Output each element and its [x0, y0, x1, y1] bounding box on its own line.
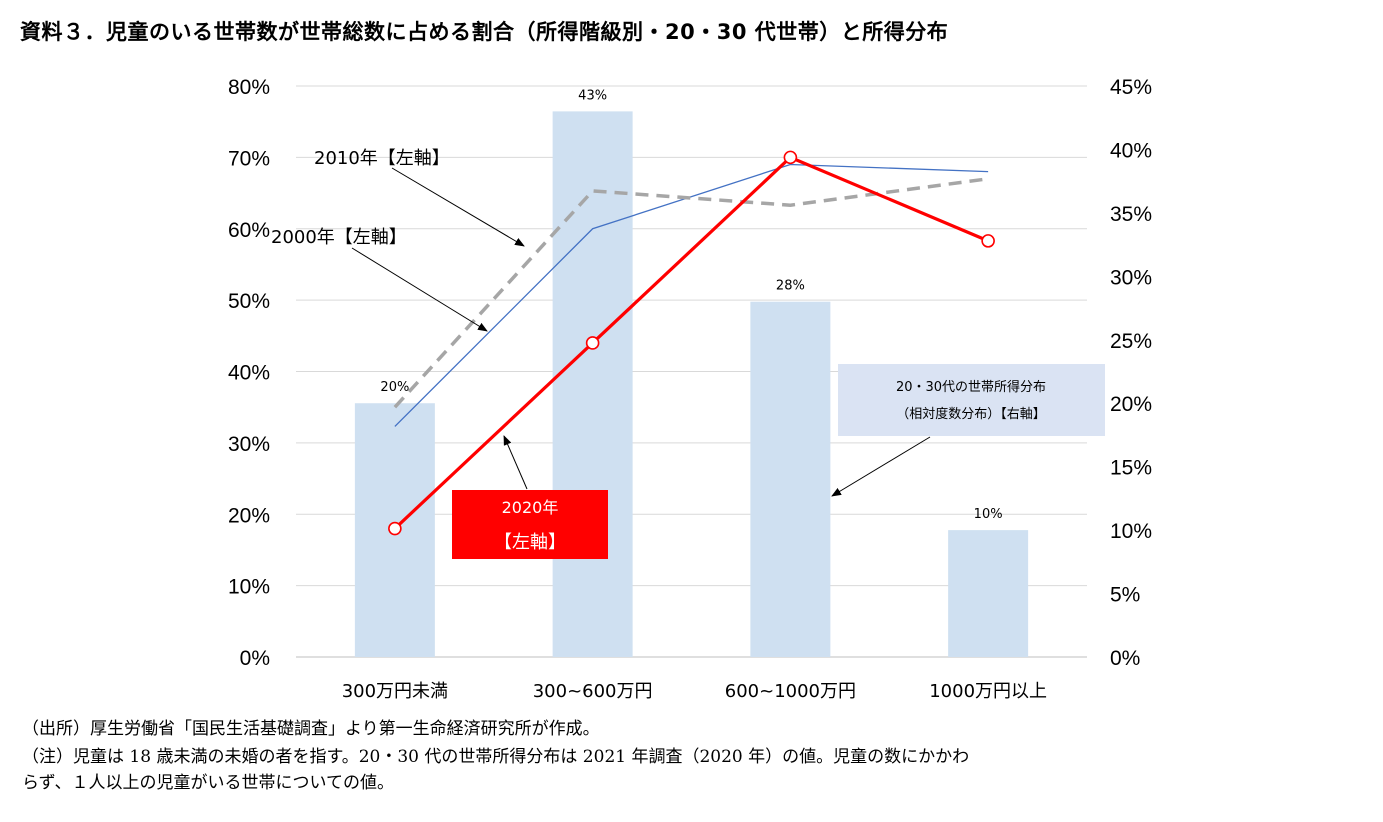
annotation-distribution-box [838, 364, 1105, 436]
category-label: 300~600万円 [533, 681, 653, 702]
right-tick-label: 0% [1110, 647, 1140, 670]
left-tick-label: 60% [228, 219, 270, 242]
series-marker [981, 234, 995, 248]
combo-chart: 20% 43% 28% 10% 0% 10% 20% 30% 40% 50% 60% 70% 80% 0… [228, 76, 1152, 702]
series-marker [388, 521, 402, 536]
annotation-distribution-line2: （相対度数分布）【右軸】 [896, 406, 1046, 422]
left-tick-label: 0% [240, 647, 270, 670]
category-label: 600~1000万円 [725, 681, 856, 702]
right-tick-label: 10% [1110, 520, 1152, 543]
right-tick-label: 25% [1110, 330, 1152, 353]
bar [948, 530, 1029, 657]
bar [552, 111, 633, 657]
bar [750, 301, 831, 657]
left-tick-label: 20% [228, 504, 270, 527]
footnote-line-2: らず、１人以上の児童がいる世帯についての値。 [22, 773, 394, 793]
bar-data-label: 20% [380, 380, 409, 395]
annotation-2020-box [452, 490, 608, 559]
series-line-y2000 [394, 163, 989, 427]
category-label: 300万円未満 [342, 681, 448, 702]
right-tick-label: 40% [1110, 139, 1152, 162]
left-tick-label: 70% [228, 147, 270, 170]
annotation-arrow [391, 167, 525, 247]
category-label: 1000万円以上 [929, 681, 1047, 702]
left-tick-label: 30% [228, 433, 270, 456]
series-line-y2020 [393, 155, 989, 530]
annotation-distribution-line1: 20・30代の世帯所得分布 [896, 379, 1046, 395]
bar-data-label: 28% [776, 279, 805, 294]
right-tick-label: 30% [1110, 266, 1152, 289]
left-tick-label: 40% [228, 362, 270, 385]
series-marker [783, 150, 798, 165]
annotation-arrow [351, 247, 488, 332]
right-tick-label: 15% [1110, 457, 1152, 480]
annotation-2010: 2010年【左軸】 [314, 148, 450, 169]
footnote-line-1: （注）児童は 18 歳未満の未婚の者を指す。20・30 代の世帯所得分布は 20… [22, 747, 970, 767]
left-tick-label: 10% [228, 576, 270, 599]
annotation-arrow [503, 435, 528, 490]
chart-title: 資料３．児童のいる世帯数が世帯総数に占める割合（所得階級別・20・30 代世帯）… [20, 20, 949, 44]
source-note: （出所）厚生労働省「国民生活基礎調査」より第一生命経済研究所が作成。 [22, 719, 600, 739]
left-tick-label: 50% [228, 290, 270, 313]
annotation-2020-line1: 2020年 [502, 498, 559, 517]
series-marker [585, 336, 600, 350]
annotation-arrow [831, 436, 931, 497]
series-line-y2010 [393, 177, 989, 409]
bar-data-label: 10% [974, 507, 1003, 522]
right-tick-label: 5% [1110, 584, 1140, 607]
annotation-2020-line2: 【左軸】 [494, 532, 566, 553]
right-tick-label: 35% [1110, 203, 1152, 226]
left-tick-label: 80% [228, 76, 270, 99]
bar-data-label: 43% [578, 88, 607, 103]
right-tick-label: 20% [1110, 393, 1152, 416]
right-tick-label: 45% [1110, 76, 1152, 99]
annotation-2000: 2000年【左軸】 [271, 227, 407, 248]
